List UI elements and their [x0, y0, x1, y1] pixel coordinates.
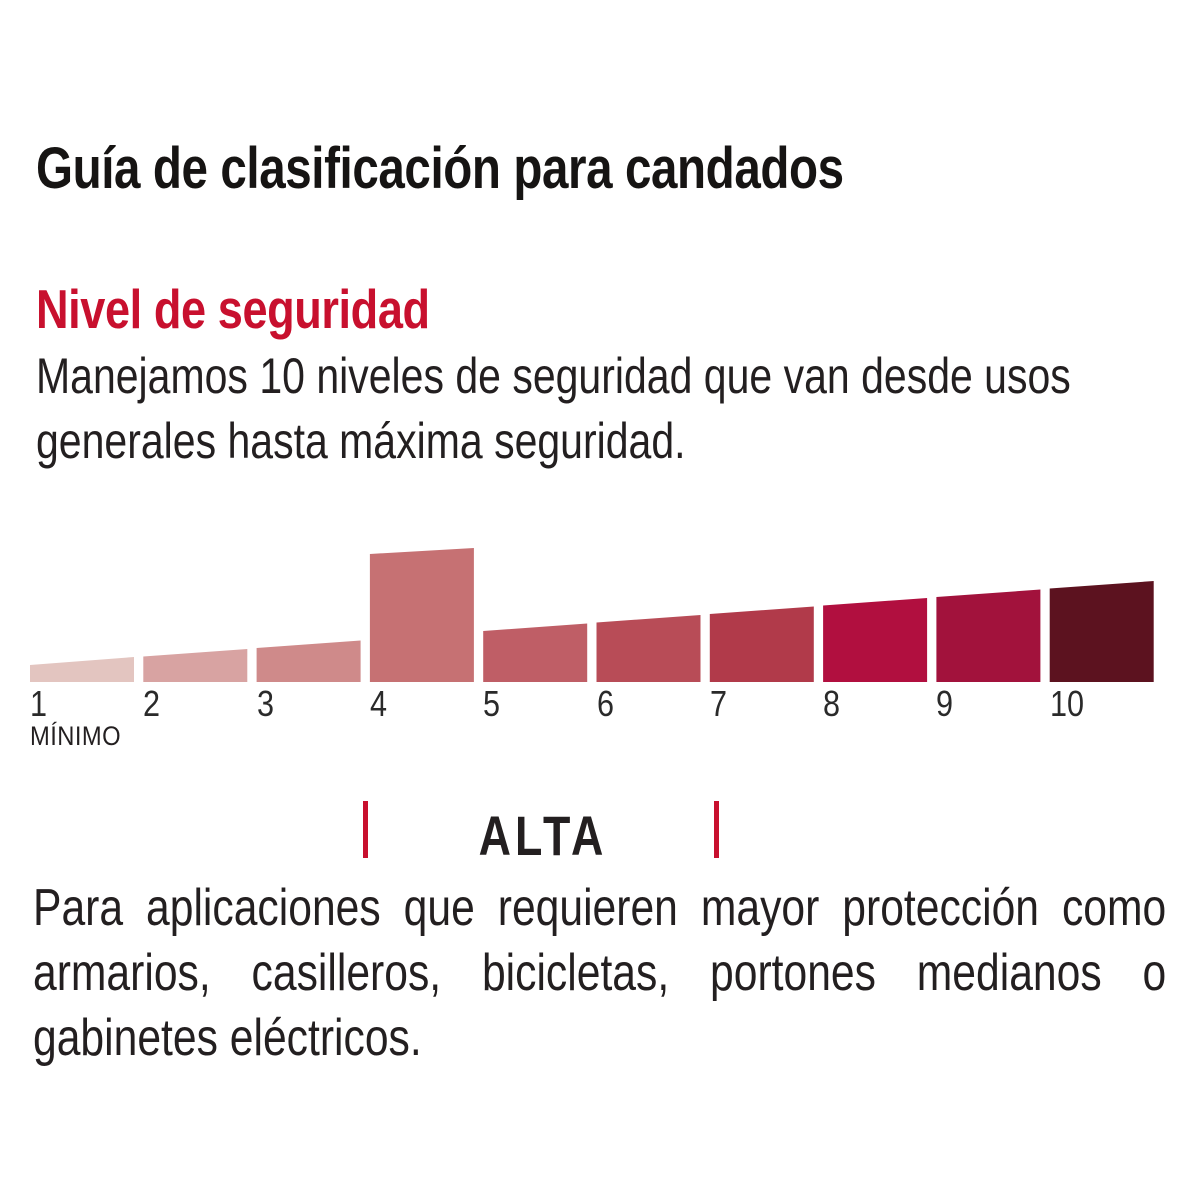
security-level-bar-9	[936, 589, 1041, 682]
security-level-number-1: 1	[30, 683, 48, 724]
security-scale-chart: 1 2 3 4 5 6 7 8 9 10 MÍNIMO	[0, 548, 1200, 751]
security-level-bar-1	[30, 657, 134, 682]
alta-label: ALTA	[478, 804, 608, 867]
minimum-label: MÍNIMO	[30, 721, 122, 751]
security-level-bar-5	[483, 623, 588, 682]
description-line-2: armarios, casilleros, bicicletas, porton…	[33, 944, 1167, 1002]
security-level-number-4: 4	[369, 683, 387, 724]
description-paragraph: Para aplicaciones que requieren mayor pr…	[33, 876, 1200, 1071]
security-scale-svg	[30, 548, 1154, 682]
security-level-number-2: 2	[143, 683, 161, 724]
section-heading: Nivel de seguridad	[36, 278, 430, 340]
level-numbers: 1 2 3 4 5 6 7 8 9 10	[0, 683, 1200, 724]
security-level-bar-3	[256, 640, 361, 682]
security-level-bar-6	[596, 615, 701, 682]
security-level-number-8: 8	[823, 683, 841, 724]
security-level-number-7: 7	[709, 683, 727, 724]
security-level-number-5: 5	[483, 683, 501, 724]
security-level-bar-8	[823, 598, 928, 682]
page-title: Guía de clasificación para candados	[36, 136, 844, 201]
security-level-number-9: 9	[936, 683, 954, 724]
security-level-number-10: 10	[1049, 683, 1084, 724]
intro-line-1: Manejamos 10 niveles de seguridad que va…	[36, 348, 1071, 404]
intro-paragraph: Manejamos 10 niveles de seguridad que va…	[36, 344, 1200, 474]
alta-right-tick-marker	[714, 801, 719, 858]
security-level-bar-10	[1049, 581, 1154, 682]
security-level-number-3: 3	[256, 683, 274, 724]
security-level-bar-7	[709, 606, 814, 682]
security-level-number-6: 6	[596, 683, 614, 724]
intro-line-2: generales hasta máxima seguridad.	[36, 413, 686, 469]
security-level-bar-4	[369, 548, 474, 682]
description-line-3: gabinetes eléctricos.	[33, 1009, 422, 1067]
alta-left-tick-marker	[363, 801, 368, 858]
description-line-1: Para aplicaciones que requieren mayor pr…	[33, 879, 1167, 937]
security-level-bar-2	[143, 649, 248, 682]
